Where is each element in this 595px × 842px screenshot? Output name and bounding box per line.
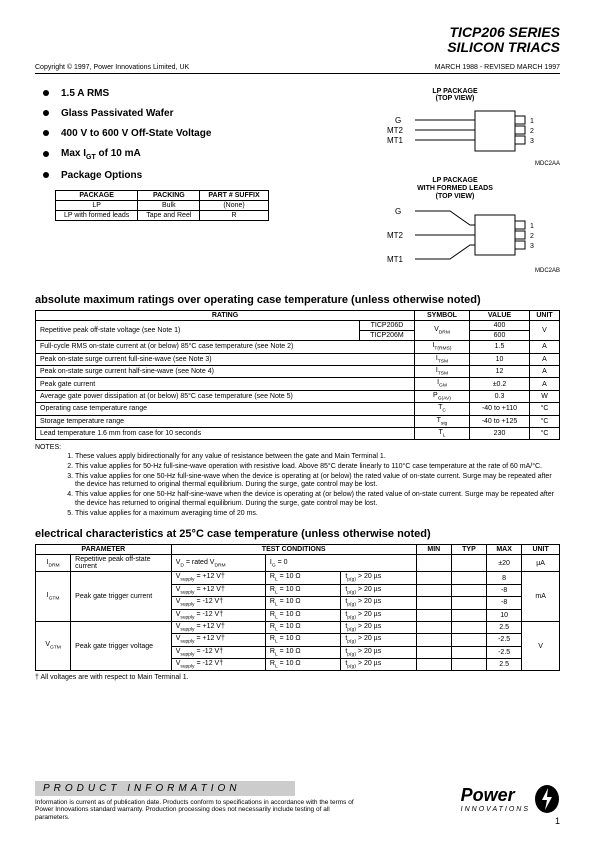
main-content-row: 1.5 A RMS Glass Passivated Wafer 400 V t… — [35, 88, 560, 284]
package-table: PACKAGE PACKING PART # SUFFIX LP Bulk (N… — [55, 190, 269, 221]
svg-text:1: 1 — [530, 118, 534, 125]
note-item: These values apply bidirectionally for a… — [75, 453, 560, 462]
feature-item: Glass Passivated Wafer — [35, 108, 340, 119]
note-item: This value applies for one 50-Hz full-si… — [75, 473, 560, 491]
note-item: This value applies for a maximum averagi… — [75, 510, 560, 519]
diagram-1-title: LP PACKAGE (TOP VIEW) — [350, 88, 560, 103]
pkg-header: PART # SUFFIX — [200, 190, 268, 200]
table-row: VGTM Peak gate trigger voltage Vsupply =… — [36, 621, 560, 633]
table-row: Peak on-state surge current full-sine-wa… — [36, 353, 560, 365]
title-line2: SILICON TRIACS — [35, 40, 560, 55]
svg-text:2: 2 — [530, 233, 534, 240]
svg-text:2: 2 — [530, 128, 534, 135]
svg-text:G: G — [395, 116, 401, 125]
table-row: Storage temperature rangeTstg-40 to +125… — [36, 415, 560, 427]
feature-list: 1.5 A RMS Glass Passivated Wafer 400 V t… — [35, 88, 340, 181]
package-diagrams: LP PACKAGE (TOP VIEW) 1 2 3 G MT2 MT1 MD… — [350, 88, 560, 284]
page-number: 1 — [555, 816, 560, 826]
diagram-2: LP PACKAGE WITH FORMED LEADS (TOP VIEW) … — [350, 177, 560, 274]
table-row: Full-cycle RMS on-state current at (or b… — [36, 341, 560, 353]
table-row: Average gate power dissipation at (or be… — [36, 390, 560, 402]
table-row: Operating case temperature rangeTC-40 to… — [36, 403, 560, 415]
title-line1: TICP206 SERIES — [35, 25, 560, 40]
svg-text:MT2: MT2 — [387, 231, 404, 240]
svg-text:3: 3 — [530, 138, 534, 145]
bullet-icon — [43, 110, 49, 116]
bullet-icon — [43, 172, 49, 178]
table-row: LP Bulk (None) — [56, 200, 269, 210]
header-title: TICP206 SERIES SILICON TRIACS — [35, 25, 560, 56]
package-svg-1: 1 2 3 G MT2 MT1 — [375, 106, 535, 161]
svg-text:MT2: MT2 — [387, 126, 404, 135]
copyright-text: Copyright © 1997, Power Innovations Limi… — [35, 64, 189, 71]
revision-date: MARCH 1988 - REVISED MARCH 1997 — [435, 64, 560, 71]
table-row: IGTM Peak gate trigger current Vsupply =… — [36, 572, 560, 584]
feature-item: Package Options — [35, 170, 340, 181]
svg-text:MT1: MT1 — [387, 136, 404, 145]
table-row: Peak gate currentIGM±0.2A — [36, 378, 560, 390]
copyright-row: Copyright © 1997, Power Innovations Limi… — [35, 64, 560, 74]
elec-footnote: † All voltages are with respect to Main … — [35, 674, 560, 681]
table-row: Lead temperature 1.6 mm from case for 10… — [36, 427, 560, 439]
footer: PRODUCT INFORMATION Information is curre… — [35, 781, 560, 822]
notes-list: These values apply bidirectionally for a… — [75, 453, 560, 518]
notes-label: NOTES: — [35, 444, 71, 453]
diagram-2-title: LP PACKAGE WITH FORMED LEADS (TOP VIEW) — [350, 177, 560, 200]
notes-block: NOTES: These values apply bidirectionall… — [35, 444, 560, 518]
bullet-icon — [43, 90, 49, 96]
ratings-title: absolute maximum ratings over operating … — [35, 294, 560, 306]
svg-text:G: G — [395, 207, 401, 216]
product-info-bar: PRODUCT INFORMATION — [35, 781, 295, 796]
table-row: IDRM Repetitive peak off-state current V… — [36, 555, 560, 572]
elec-title: electrical characteristics at 25°C case … — [35, 528, 560, 540]
bullet-icon — [43, 130, 49, 136]
svg-text:3: 3 — [530, 243, 534, 250]
package-svg-2: 1 2 3 G MT2 MT1 — [375, 203, 535, 268]
svg-text:MT1: MT1 — [387, 255, 404, 264]
elec-table: PARAMETER TEST CONDITIONS MIN TYP MAX UN… — [35, 544, 560, 671]
features-column: 1.5 A RMS Glass Passivated Wafer 400 V t… — [35, 88, 340, 284]
diagram-1-code: MDC2AA — [350, 161, 560, 167]
footer-text: Information is current as of publication… — [35, 799, 355, 822]
footer-logo: Power INNOVATIONS — [461, 784, 560, 814]
ratings-table: RATING SYMBOL VALUE UNIT Repetitive peak… — [35, 310, 560, 440]
pkg-header: PACKAGE — [56, 190, 138, 200]
note-item: This value applies for 50-Hz full-sine-w… — [75, 463, 560, 472]
table-row: Peak on-state surge current half-sine-wa… — [36, 366, 560, 378]
pkg-header: PACKING — [138, 190, 200, 200]
logo-icon — [534, 784, 560, 814]
feature-item: Max IGT of 10 mA — [35, 148, 340, 161]
feature-item: 1.5 A RMS — [35, 88, 340, 99]
table-row: LP with formed leads Tape and Reel R — [56, 210, 269, 220]
diagram-1: LP PACKAGE (TOP VIEW) 1 2 3 G MT2 MT1 MD… — [350, 88, 560, 167]
note-item: This value applies for one 50-Hz half-si… — [75, 491, 560, 509]
diagram-2-code: MDC2AB — [350, 268, 560, 274]
table-row: Repetitive peak off-state voltage (see N… — [36, 321, 560, 331]
bullet-icon — [43, 151, 49, 157]
feature-item: 400 V to 600 V Off-State Voltage — [35, 128, 340, 139]
svg-text:1: 1 — [530, 223, 534, 230]
